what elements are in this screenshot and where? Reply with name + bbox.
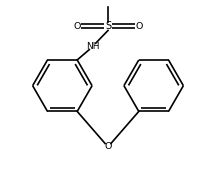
Text: O: O [73,22,81,31]
Text: NH: NH [86,42,100,51]
Text: S: S [105,21,111,31]
Text: O: O [104,142,112,151]
Text: O: O [135,22,143,31]
